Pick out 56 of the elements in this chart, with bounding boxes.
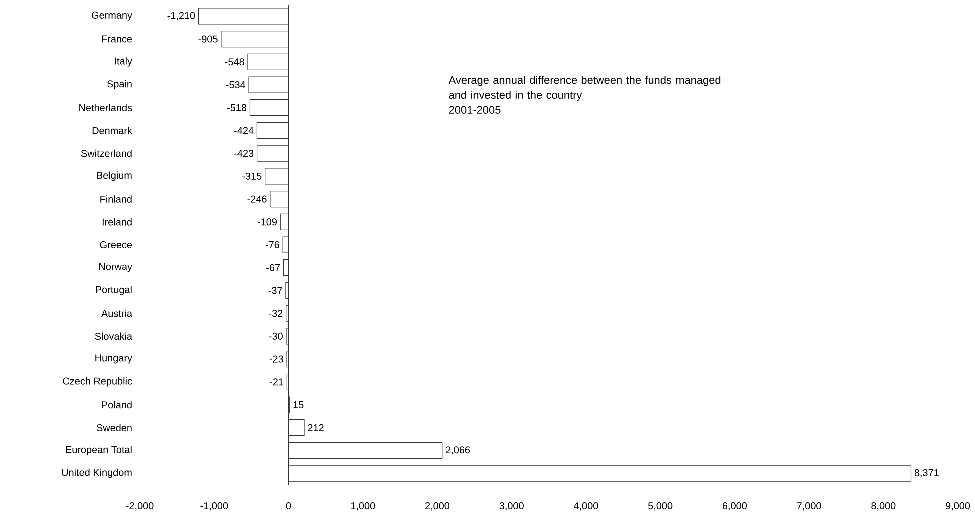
y-tick-label: Germany	[92, 12, 132, 21]
y-tick-label: European Total	[66, 446, 132, 456]
x-tick-label: 6,000	[722, 502, 747, 511]
x-tick-label: 4,000	[574, 502, 598, 511]
x-tick-label: 5,000	[648, 502, 673, 511]
x-tick-label: 2,000	[426, 502, 450, 511]
data-label: -424	[234, 127, 254, 134]
y-tick-label: Portugal	[96, 286, 132, 296]
data-label: -423	[234, 150, 254, 158]
data-label: -315	[242, 172, 262, 180]
y-tick-label: Norway	[100, 263, 132, 272]
y-tick-label: United Kingdom	[62, 468, 132, 478]
text: 2001-2005	[449, 106, 501, 114]
data-label: -534	[226, 81, 246, 89]
y-tick-label: Czech Republic	[63, 377, 132, 387]
y-tick-label: Belgium	[97, 172, 132, 182]
y-tick-label: Spain	[107, 80, 132, 90]
data-label: -109	[258, 218, 277, 226]
y-tick-label: Greece	[100, 241, 132, 249]
data-label: 15	[294, 402, 304, 408]
y-tick-label: Finland	[100, 196, 132, 203]
text: Average annual difference between the funds managed and invested in the country	[448, 76, 721, 102]
y-tick-label: Switzerland	[81, 150, 132, 158]
data-label: -1,210	[168, 12, 196, 21]
data-label: -76	[266, 241, 280, 249]
x-tick-label: 8,000	[872, 502, 896, 511]
y-tick-label: Netherlands	[80, 104, 132, 112]
x-tick-label: 9,000	[946, 502, 970, 511]
data-label: -518	[228, 104, 247, 112]
y-tick-label: Austria	[102, 310, 132, 318]
data-label: -67	[266, 264, 280, 272]
y-tick-label: Ireland	[102, 218, 132, 226]
data-label: 212	[308, 424, 324, 432]
data-label: -246	[248, 196, 267, 203]
data-label: 2,066	[446, 446, 470, 455]
y-tick-label: Sweden	[96, 424, 132, 432]
y-tick-label: Slovakia	[95, 332, 132, 340]
data-label: -30	[269, 332, 283, 340]
y-tick-label: Italy	[115, 57, 132, 67]
data-label: -21	[270, 378, 284, 386]
data-label: -32	[269, 310, 283, 318]
x-tick-label: 0	[286, 502, 292, 510]
x-tick-label: 1,000	[351, 502, 376, 511]
data-label: -37	[268, 287, 282, 294]
y-tick-label: France	[102, 36, 132, 43]
data-label: 8,371	[914, 469, 939, 478]
x-tick-label: 3,000	[500, 502, 524, 511]
data-label: -548	[225, 58, 244, 66]
x-tick-label: -1,000	[200, 502, 228, 511]
y-tick-label: Denmark	[92, 127, 132, 134]
y-tick-label: Poland	[102, 401, 132, 409]
data-label: -23	[270, 356, 284, 363]
x-tick-label: -2,000	[126, 502, 154, 511]
y-tick-label: Hungary	[96, 354, 132, 364]
x-tick-label: 7,000	[797, 502, 822, 511]
data-label: -905	[198, 36, 218, 43]
